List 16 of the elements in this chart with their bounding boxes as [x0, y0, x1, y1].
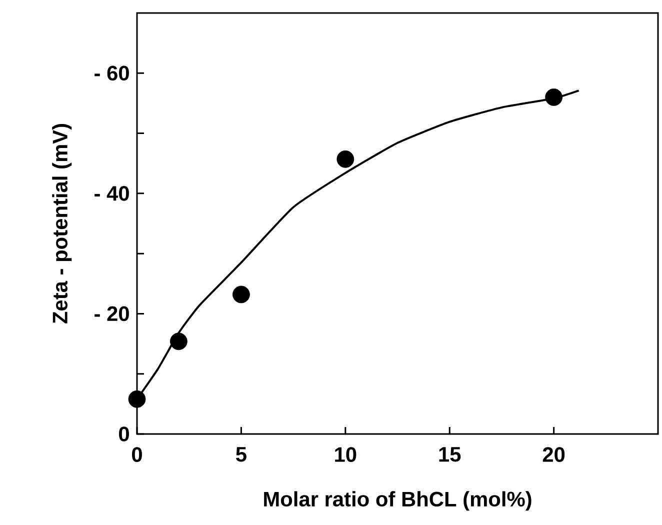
x-tick-label: 0 — [132, 447, 142, 462]
y-tick-label: 0 — [119, 426, 129, 442]
x-tick-label: 5 — [236, 447, 246, 462]
y-tick-label: - 20 — [94, 306, 129, 322]
x-tick-label: 10 — [335, 447, 356, 462]
x-tick-label: 20 — [542, 447, 565, 462]
point — [545, 88, 563, 106]
point — [336, 150, 354, 168]
x-tick-label: 15 — [439, 447, 461, 462]
y-tick-label: - 40 — [94, 186, 129, 201]
y-axis-title: Zeta - potential (mV) — [52, 124, 72, 324]
point — [232, 286, 250, 304]
point — [128, 390, 146, 408]
y-tick-label: - 60 — [94, 66, 129, 81]
point — [170, 332, 188, 350]
x-axis-title: Molar ratio of BhCL (mol%) — [264, 491, 532, 511]
